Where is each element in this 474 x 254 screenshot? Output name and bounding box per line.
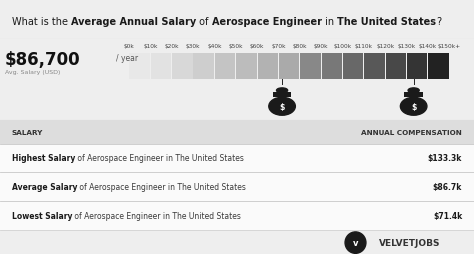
Text: $130k: $130k [398,44,416,49]
Bar [0,173,474,201]
Bar [236,54,256,80]
Text: $86,700: $86,700 [5,51,81,69]
Text: ?: ? [436,17,441,27]
Text: $: $ [279,102,285,111]
Bar [273,93,292,98]
Text: $20k: $20k [164,44,179,49]
Ellipse shape [408,89,419,93]
Bar [407,54,428,80]
Text: $: $ [411,102,416,111]
Text: $50k: $50k [228,44,243,49]
Text: Highest Salary: Highest Salary [12,154,75,163]
Text: $0k: $0k [124,44,134,49]
Text: of Aerospace Engineer in The United States: of Aerospace Engineer in The United Stat… [77,183,246,192]
Bar [301,54,321,80]
Text: of Aerospace Engineer in The United States: of Aerospace Engineer in The United Stat… [75,154,244,163]
Text: $140k: $140k [419,44,437,49]
Text: Average Annual Salary: Average Annual Salary [71,17,196,27]
Text: SALARY: SALARY [12,129,43,135]
Text: in: in [322,17,337,27]
Bar [215,54,235,80]
Bar [129,54,150,80]
Ellipse shape [269,98,295,116]
Bar [365,54,385,80]
Text: / year: / year [116,54,138,62]
Bar [151,54,171,80]
Text: $120k: $120k [376,44,394,49]
Text: Avg. Salary (USD): Avg. Salary (USD) [5,70,60,75]
Text: $60k: $60k [250,44,264,49]
Text: $30k: $30k [186,44,200,49]
Text: $150k+: $150k+ [438,44,461,49]
Ellipse shape [276,89,288,93]
Text: $71.4k: $71.4k [433,211,462,220]
Bar [257,54,278,80]
Text: The United States: The United States [337,17,436,27]
Bar [0,144,474,173]
Text: of Aerospace Engineer in The United States: of Aerospace Engineer in The United Stat… [73,211,241,220]
Text: of: of [196,17,212,27]
Text: What is the: What is the [12,17,71,27]
Ellipse shape [401,98,427,116]
Bar [193,54,214,80]
Ellipse shape [345,232,366,253]
Bar [172,54,192,80]
Bar [279,54,300,80]
Text: $133.3k: $133.3k [428,154,462,163]
Bar [386,54,406,80]
Text: ANNUAL COMPENSATION: ANNUAL COMPENSATION [361,129,462,135]
Text: Average Salary: Average Salary [12,183,77,192]
Text: $70k: $70k [271,44,286,49]
Text: $80k: $80k [292,44,307,49]
Text: $10k: $10k [143,44,157,49]
Text: $100k: $100k [334,44,352,49]
Bar [322,54,342,80]
Bar [428,54,449,80]
Text: Aerospace Engineer: Aerospace Engineer [212,17,322,27]
Text: v: v [353,238,358,247]
Bar [0,121,474,144]
Text: VELVETJOBS: VELVETJOBS [379,238,441,247]
Text: $90k: $90k [314,44,328,49]
Text: $40k: $40k [207,44,222,49]
Bar [404,93,423,98]
Text: $110k: $110k [355,44,373,49]
Text: $86.7k: $86.7k [433,183,462,192]
Bar [0,201,474,230]
Bar [343,54,364,80]
Text: Lowest Salary: Lowest Salary [12,211,73,220]
